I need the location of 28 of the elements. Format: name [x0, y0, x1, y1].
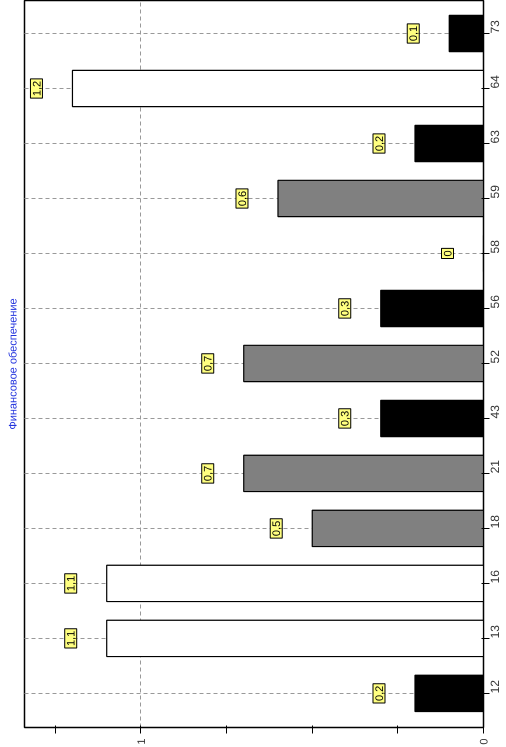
y-tick-label: 21 — [488, 460, 502, 474]
y-tick-label: 16 — [488, 570, 502, 584]
y-tick-label: 64 — [488, 74, 502, 88]
data-label: 0 — [442, 250, 454, 257]
data-label: 0,3 — [340, 300, 352, 316]
data-label: 0,1 — [408, 26, 420, 42]
y-tick-label: 56 — [488, 294, 502, 308]
x-tick-label: 1 — [136, 738, 148, 745]
y-tick-label: 58 — [488, 240, 502, 254]
y-tick-label: 13 — [488, 624, 502, 638]
data-label: 1,1 — [66, 630, 78, 646]
y-tick-label: 63 — [488, 130, 502, 144]
data-label: 0,2 — [374, 136, 386, 152]
data-label: 1,1 — [66, 576, 78, 592]
data-label: 1,2 — [31, 80, 44, 96]
data-label: 0,6 — [236, 190, 249, 206]
data-label: 0,7 — [202, 356, 215, 372]
y-tick-label: 18 — [488, 514, 502, 528]
y-tick-label: 12 — [488, 680, 502, 694]
data-label: 0,7 — [202, 466, 215, 482]
y-tick-label: 73 — [488, 20, 502, 34]
data-label: 0,2 — [374, 686, 386, 702]
data-label: 0,3 — [340, 410, 352, 426]
y-tick-label: 59 — [488, 184, 502, 198]
text: Финансовое обеспечение — [8, 298, 20, 430]
data-label: 0,5 — [271, 520, 284, 536]
y-tick-label: 52 — [488, 350, 502, 364]
y-tick-label: 43 — [488, 404, 502, 418]
